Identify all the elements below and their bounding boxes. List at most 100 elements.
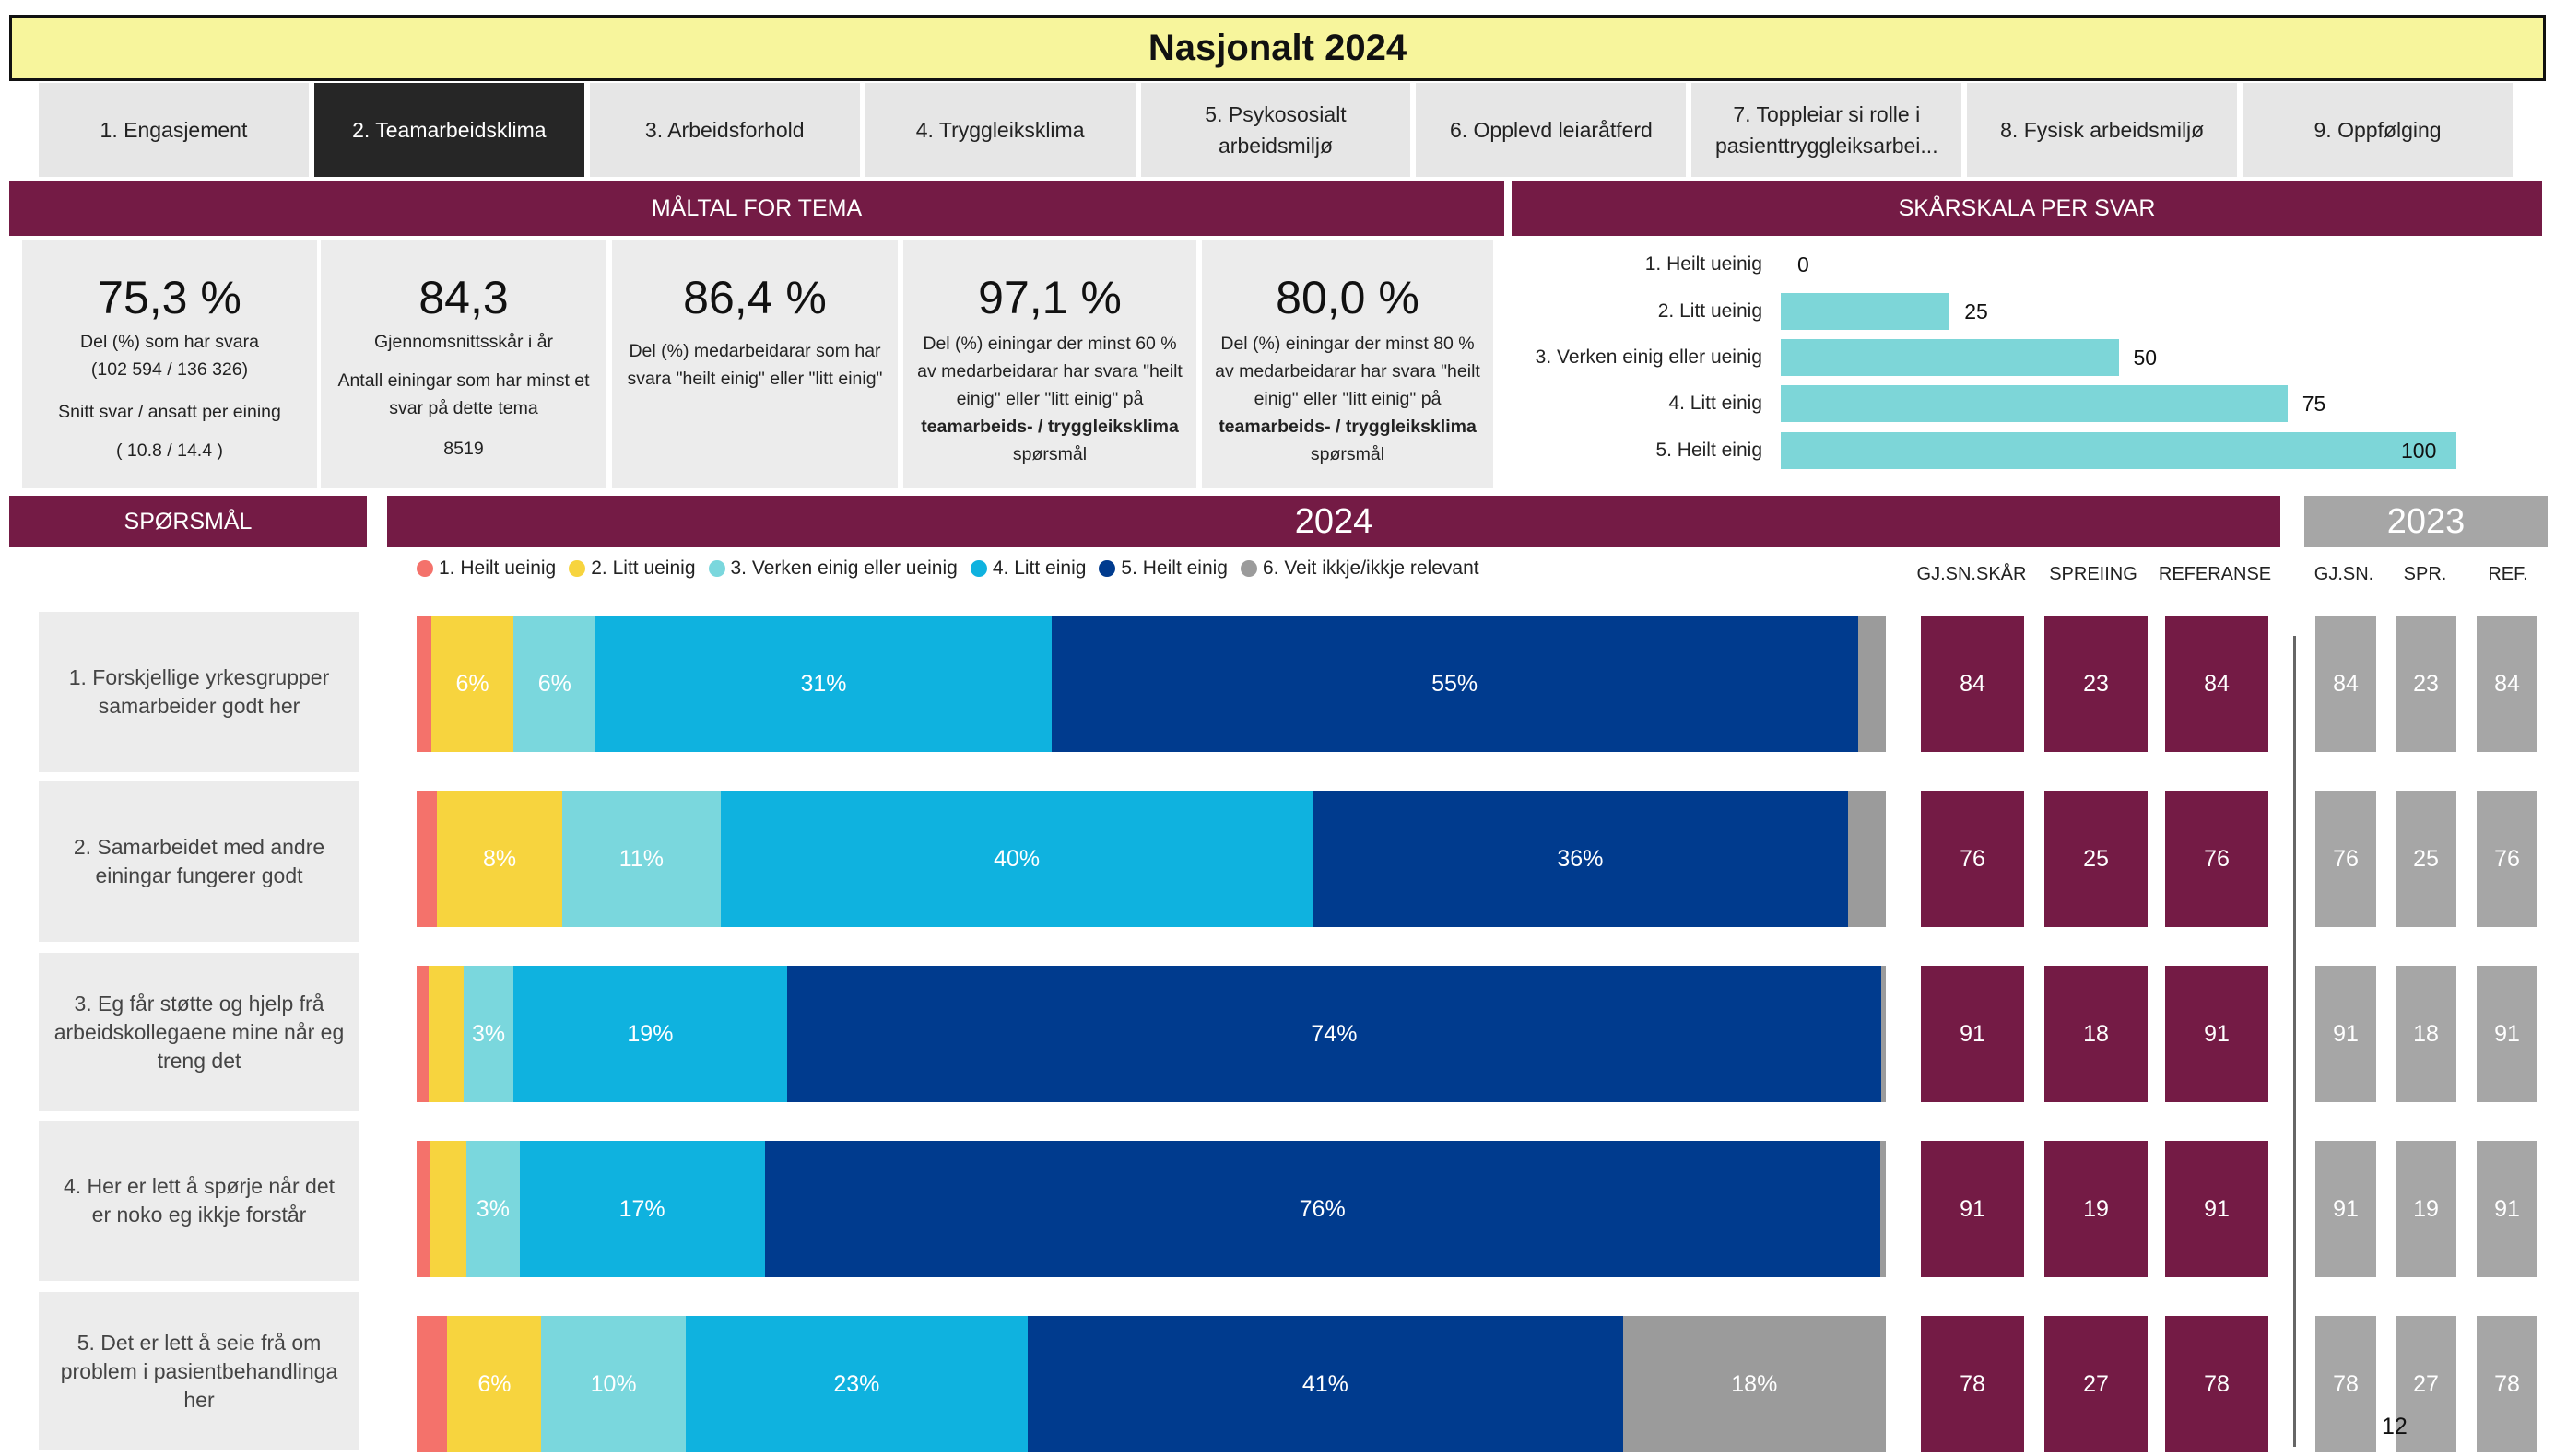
stat-prev-mean: 76 (2315, 791, 2376, 927)
year-previous-header: 2023 (2304, 496, 2548, 547)
bar-segment: 74% (786, 966, 1882, 1102)
stat-spread: 19 (2044, 1141, 2148, 1277)
tab-toppleiar-rolle[interactable]: 7. Toppleiar si rolle i pasienttryggleik… (1691, 83, 1962, 177)
legend-label: 5. Heilt einig (1121, 558, 1228, 579)
year-divider (2293, 636, 2296, 1447)
kpi-text: spørsmål (1310, 444, 1385, 464)
stat-mean: 78 (1921, 1316, 2024, 1452)
stat-spread: 18 (2044, 966, 2148, 1102)
bar-segment (428, 966, 464, 1102)
stat-prev-ref: 84 (2477, 616, 2537, 752)
bar-segment: 40% (720, 791, 1313, 927)
tab-psykososialt-arbeidsmiljo[interactable]: 5. Psykososialt arbeidsmiljø (1140, 83, 1411, 177)
tab-arbeidsforhold[interactable]: 3. Arbeidsforhold (589, 83, 860, 177)
scale-label: 2. Litt ueinig (1657, 300, 1762, 322)
stat-prev-ref: 78 (2477, 1316, 2537, 1452)
scale-header: SKÅRSKALA PER SVAR (1512, 181, 2542, 236)
col-header-ref: REFERANSE (2158, 564, 2272, 584)
tab-opplevd-leiaratferd[interactable]: 6. Opplevd leiaråtferd (1416, 83, 1687, 177)
question-label: 3. Eg får støtte og hjelp frå arbeidskol… (39, 953, 359, 1111)
stat-ref: 91 (2165, 1141, 2268, 1277)
col-header-mean-prev: GJ.SN. (2314, 564, 2374, 584)
tab-teamarbeidsklima[interactable]: 2. Teamarbeidsklima (313, 83, 584, 177)
kpi-text: 8519 (443, 439, 484, 459)
bar-segment: 6% (430, 616, 514, 752)
stat-prev-mean: 84 (2315, 616, 2376, 752)
kpi-response-rate: 75,3 % Del (%) som har svara (102 594 / … (22, 240, 317, 488)
page-title: Nasjonalt 2024 (9, 15, 2546, 81)
tab-engasjement[interactable]: 1. Engasjement (39, 83, 309, 177)
questions-header: SPØRSMÅL (9, 496, 367, 547)
stat-ref: 76 (2165, 791, 2268, 927)
bar-segment: 19% (513, 966, 787, 1102)
stat-prev-spread: 19 (2396, 1141, 2456, 1277)
bar-segment: 6% (447, 1316, 542, 1452)
bar-segment (1879, 1141, 1886, 1277)
bar-segment: 3% (466, 1141, 520, 1277)
col-header-spread: SPREIING (2049, 564, 2137, 584)
page-number: 12 (2382, 1414, 2408, 1439)
tab-oppfolging[interactable]: 9. Oppfølging (2243, 83, 2514, 177)
bar-segment (417, 791, 438, 927)
kpi-units-80: 80,0 % Del (%) einingar der minst 80 % a… (1202, 240, 1493, 488)
stacked-bar: 8% 11% 40% 36% (417, 791, 1886, 927)
stat-prev-mean: 78 (2315, 1316, 2376, 1452)
chart-legend: 1. Heilt ueinig 2. Litt ueinig 3. Verken… (417, 558, 1479, 580)
bar-segment (417, 1316, 448, 1452)
bar-segment: 36% (1313, 791, 1848, 927)
scale-value: 0 (1797, 252, 1809, 276)
bar-segment: 76% (764, 1141, 1880, 1277)
question-label: 2. Samarbeidet med andre einingar funger… (39, 781, 359, 942)
kpi-units-60: 97,1 % Del (%) einingar der minst 60 % a… (903, 240, 1196, 488)
tab-fysisk-arbeidsmiljo[interactable]: 8. Fysisk arbeidsmiljø (1967, 83, 2238, 177)
stat-prev-spread: 23 (2396, 616, 2456, 752)
legend-item: 6. Veit ikkje/ikkje relevant (1240, 558, 1479, 580)
kpi-value: 80,0 % (1276, 272, 1419, 323)
kpi-value: 75,3 % (98, 272, 241, 323)
bar-segment: 23% (685, 1316, 1029, 1452)
scale-value: 100 (2401, 439, 2437, 463)
stacked-bar: 6% 6% 31% 55% (417, 616, 1886, 752)
bar-segment (417, 1141, 430, 1277)
stat-prev-mean: 91 (2315, 966, 2376, 1102)
bar-segment: 17% (519, 1141, 765, 1277)
scale-bar (1781, 293, 1950, 330)
bar-segment: 31% (595, 616, 1052, 752)
scale-bar (1781, 432, 2456, 469)
stat-mean: 84 (1921, 616, 2024, 752)
bar-segment (430, 1141, 467, 1277)
stat-mean: 91 (1921, 966, 2024, 1102)
legend-label: 6. Veit ikkje/ikkje relevant (1262, 558, 1479, 579)
bar-segment (1847, 791, 1886, 927)
kpi-value: 97,1 % (978, 272, 1122, 323)
stat-ref: 78 (2165, 1316, 2268, 1452)
col-header-ref-prev: REF. (2488, 564, 2528, 584)
stat-prev-spread: 27 (2396, 1316, 2456, 1452)
kpi-value: 86,4 % (683, 272, 827, 323)
stat-spread: 23 (2044, 616, 2148, 752)
kpi-header: MÅLTAL FOR TEMA (9, 181, 1504, 236)
legend-swatch (417, 560, 433, 577)
kpi-value: 84,3 (418, 272, 509, 323)
bar-segment: 6% (513, 616, 596, 752)
stat-prev-ref: 91 (2477, 966, 2537, 1102)
stat-ref: 84 (2165, 616, 2268, 752)
scale-value: 75 (2302, 392, 2326, 416)
legend-swatch (1099, 560, 1116, 577)
stat-prev-ref: 76 (2477, 791, 2537, 927)
tab-tryggleiksklima[interactable]: 4. Tryggleiksklima (865, 83, 1136, 177)
legend-label: 1. Heilt ueinig (439, 558, 557, 579)
stacked-bar: 3% 17% 76% (417, 1141, 1886, 1277)
kpi-agree-share: 86,4 % Del (%) medarbeidarar som har sva… (612, 240, 898, 488)
kpi-text: Del (%) medarbeidarar som har svara "hei… (627, 341, 883, 389)
stat-prev-spread: 25 (2396, 791, 2456, 927)
kpi-text-bold: teamarbeids- / tryggleiksklima (921, 417, 1179, 437)
legend-item: 5. Heilt einig (1099, 558, 1228, 580)
kpi-text: (102 594 / 136 326) (90, 359, 249, 380)
scale-label: 5. Heilt einig (1655, 440, 1762, 461)
col-header-spread-prev: SPR. (2403, 564, 2447, 584)
stat-prev-spread: 18 (2396, 966, 2456, 1102)
stat-prev-ref: 91 (2477, 1141, 2537, 1277)
bar-segment (1881, 966, 1886, 1102)
bar-segment: 10% (541, 1316, 686, 1452)
